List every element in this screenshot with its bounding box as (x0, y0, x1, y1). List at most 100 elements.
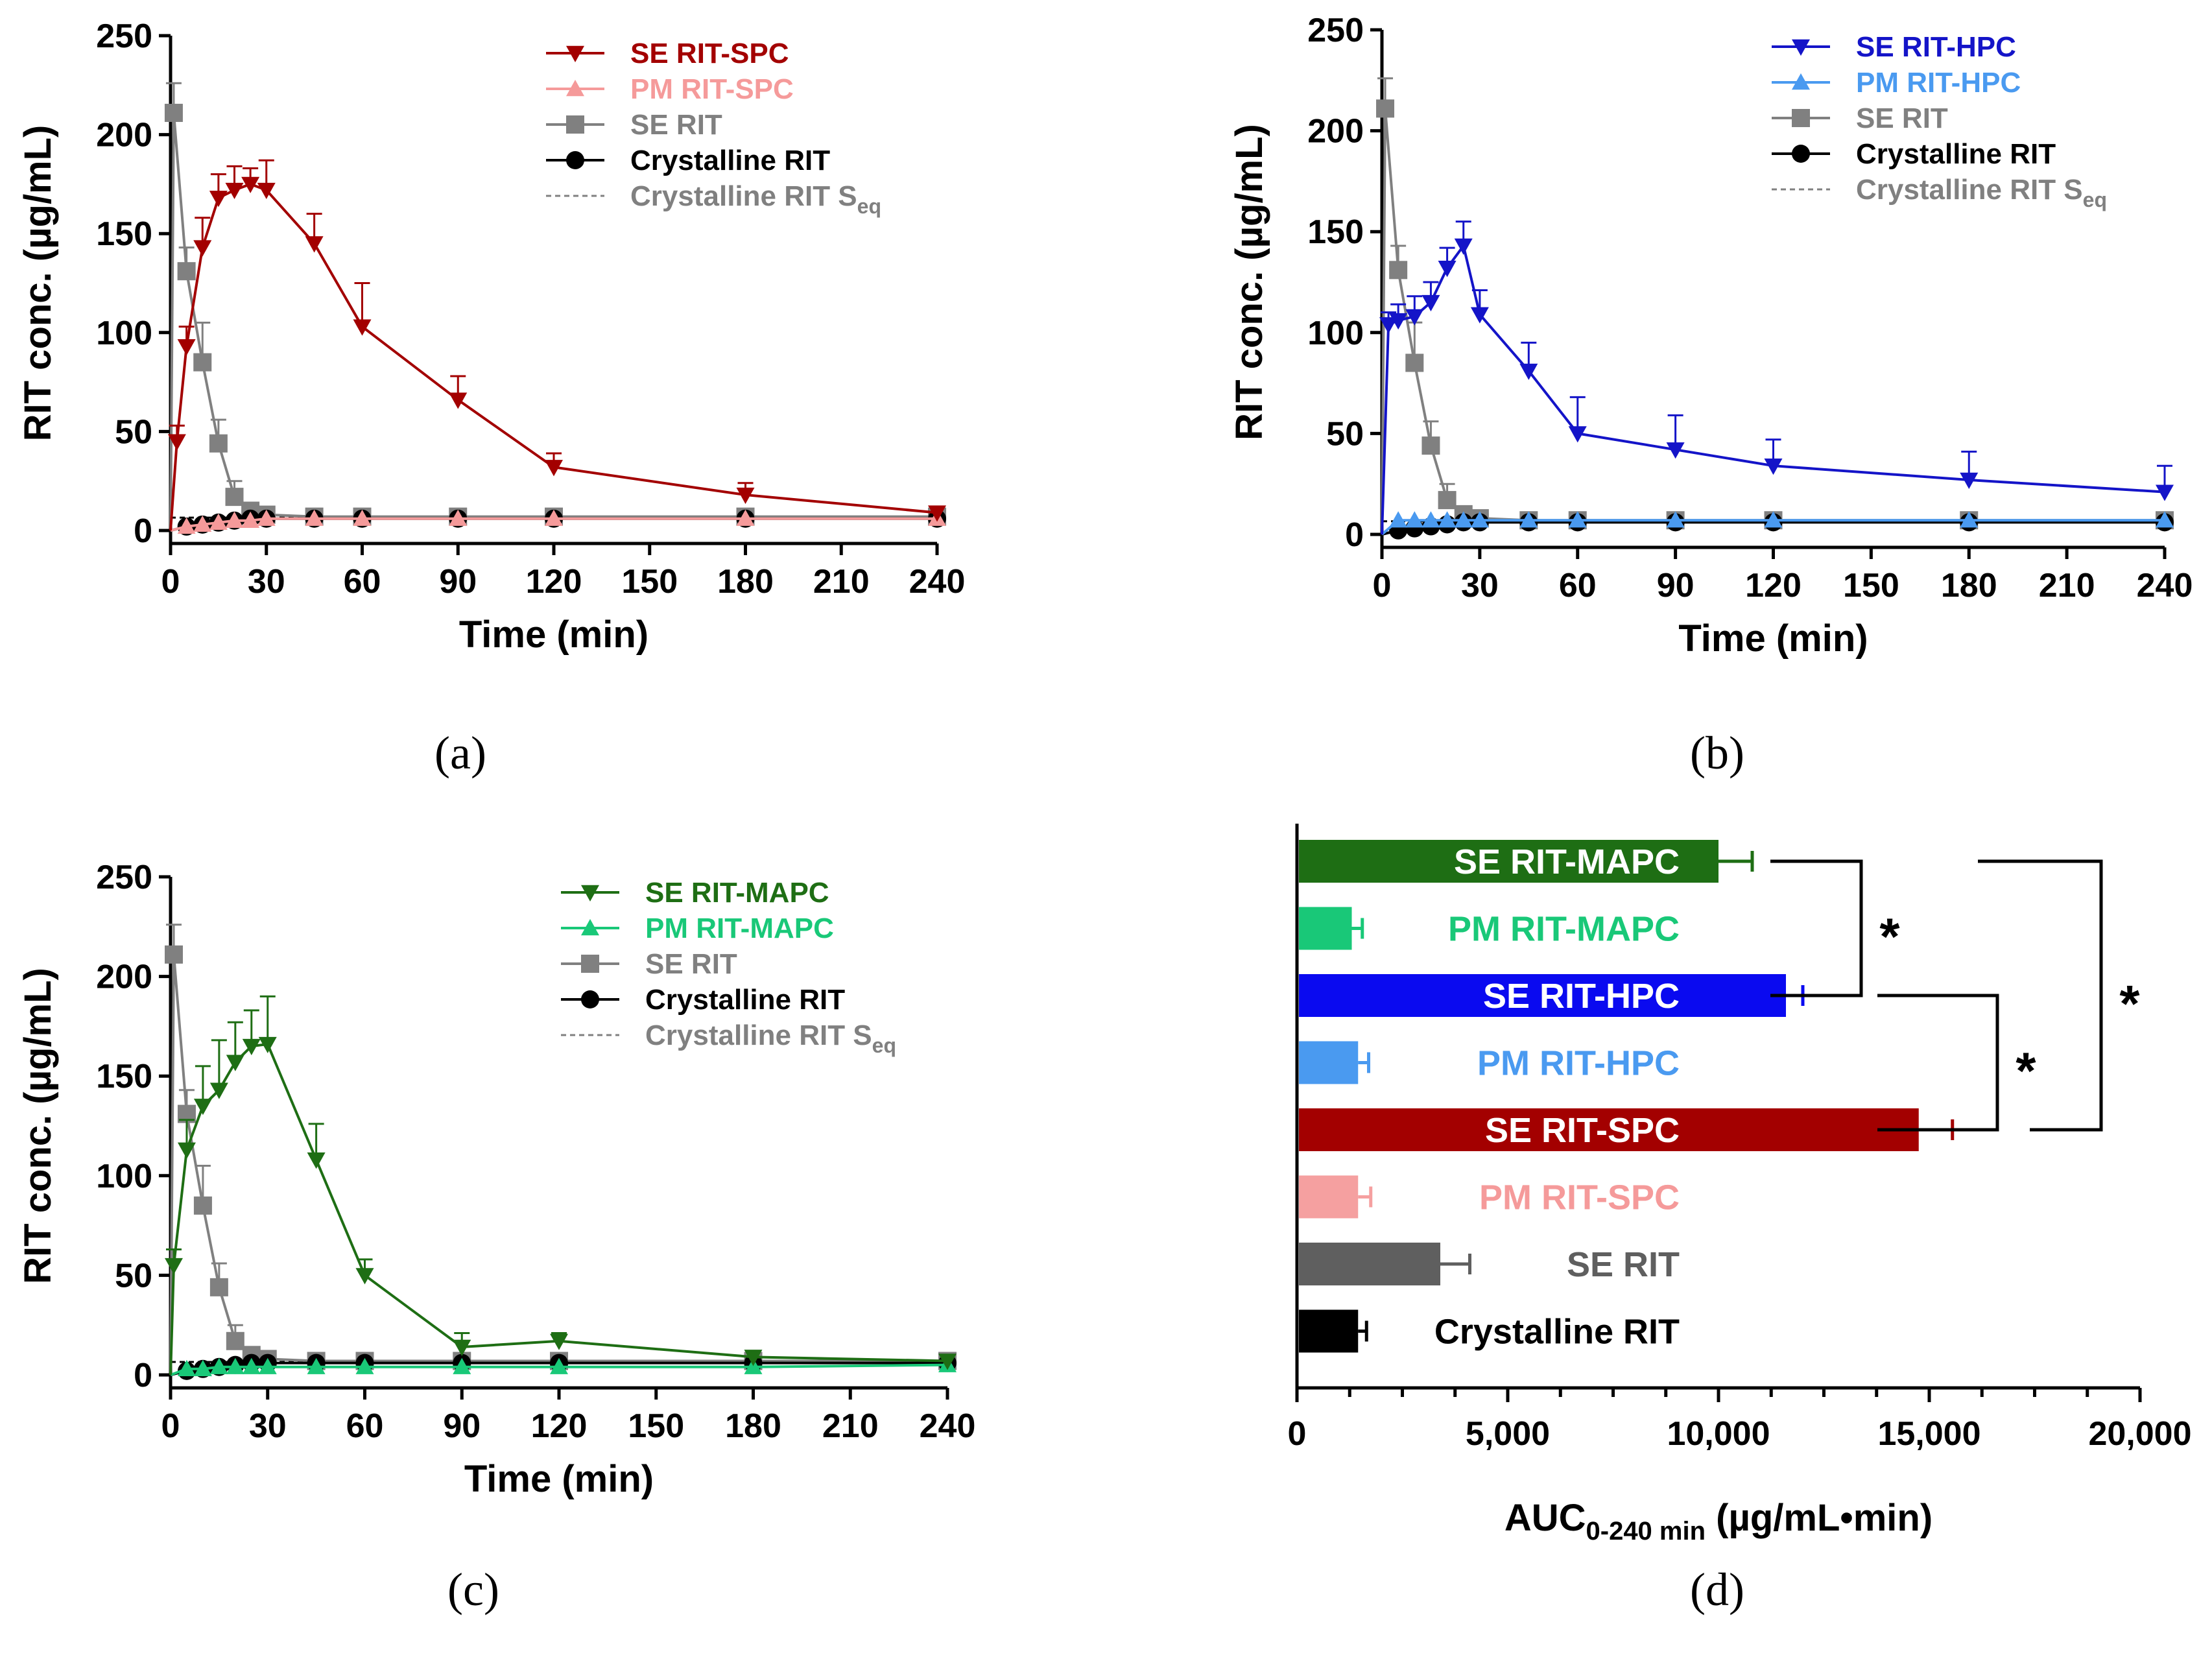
bar-label: SE RIT-SPC (1485, 1111, 1680, 1150)
x-axis-title: Time (min) (464, 1458, 654, 1500)
data-point (1764, 458, 1783, 475)
data-point (225, 488, 244, 507)
data-point (167, 434, 186, 451)
data-point (1438, 511, 1457, 528)
y-tick-label: 200 (1307, 113, 1364, 150)
legend-label: PM RIT-HPC (1856, 67, 2021, 99)
x-tick-label: 60 (344, 563, 381, 601)
y-tick-label: 250 (96, 18, 152, 55)
legend-marker (581, 990, 599, 1008)
series-line (169, 182, 938, 531)
x-tick-label: 240 (2137, 567, 2193, 604)
y-tick-label: 200 (96, 117, 152, 154)
data-point (193, 240, 212, 257)
data-point (1438, 491, 1457, 510)
bar-label: Crystalline RIT (1434, 1313, 1680, 1352)
bar (1299, 1309, 1359, 1353)
y-tick-label: 250 (1307, 12, 1364, 49)
data-point (209, 1357, 228, 1374)
panel-label-d: (d) (1690, 1564, 1744, 1616)
y-axis-title: RIT conc. (µg/mL) (17, 968, 59, 1284)
x-tick-label: 210 (822, 1407, 879, 1445)
data-point (1389, 261, 1408, 280)
x-tick-label: 150 (621, 563, 678, 601)
x-tick-label: 120 (1745, 567, 1802, 604)
data-point (241, 176, 260, 193)
data-point (736, 487, 755, 505)
data-point (1454, 511, 1473, 528)
data-point (928, 505, 946, 522)
significance-hpc-spc: * (1877, 994, 2036, 1132)
significance-bracket (1877, 994, 1999, 1132)
y-tick-label: 100 (96, 1158, 152, 1195)
x-tick-label: 0 (161, 563, 180, 601)
legend-label: Crystalline RIT Seq (645, 1020, 896, 1057)
series-line (169, 954, 947, 1376)
data-point (177, 1359, 196, 1376)
data-point (453, 1357, 471, 1374)
data-point (209, 191, 228, 208)
bar (1299, 1041, 1359, 1084)
data-point (736, 509, 755, 526)
x-tick-label: 180 (1941, 567, 1997, 604)
data-point (1454, 238, 1473, 255)
significance-bracket (1978, 859, 2103, 1132)
data-point (550, 1333, 568, 1350)
data-point (453, 1339, 471, 1356)
x-tick-label: 10,000 (1667, 1415, 1770, 1453)
y-axis-title: RIT conc. (µg/mL) (1228, 124, 1270, 440)
significance-mapc-hpc: * (1770, 859, 1900, 997)
data-point (449, 392, 468, 409)
legend-subscript: eq (2083, 188, 2107, 211)
data-point (744, 1350, 763, 1366)
legend-label: SE RIT-HPC (1856, 31, 2016, 63)
series-se-rit-mapc (164, 995, 957, 1376)
legend-label: Crystalline RIT Seq (1856, 174, 2107, 211)
x-tick-label: 90 (443, 1407, 481, 1445)
x-tick-label: 180 (725, 1407, 781, 1445)
data-point (209, 1278, 228, 1296)
x-tick-label: 60 (1559, 567, 1597, 604)
data-point (1421, 294, 1440, 312)
bar (1299, 1108, 1919, 1151)
data-point (164, 1258, 183, 1275)
x-tick-label: 15,000 (1877, 1415, 1980, 1453)
data-point (1960, 511, 1979, 528)
significance-star: * (2119, 975, 2140, 1032)
series-pm-rit-hpc (1381, 511, 2174, 536)
data-point (1405, 309, 1424, 326)
panel-label-c: (c) (447, 1564, 499, 1616)
data-point (1519, 363, 1538, 380)
panel-label-a: (a) (434, 727, 486, 779)
x-tick-label: 150 (1843, 567, 1899, 604)
series-pm-rit-spc (170, 509, 946, 534)
y-tick-label: 150 (96, 215, 152, 253)
data-point (355, 1268, 374, 1285)
significance-bracket (1770, 859, 1863, 997)
significance-star: * (1879, 908, 1900, 966)
series-pm-rit-mapc (170, 1355, 957, 1376)
data-point (305, 236, 324, 253)
x-tick-label: 120 (531, 1407, 588, 1445)
legend-label: Crystalline RIT Seq (630, 180, 881, 218)
data-point (226, 1331, 244, 1350)
y-tick-label: 100 (1307, 315, 1364, 352)
bar-se-rit-hpc: SE RIT-HPC (1299, 974, 1805, 1017)
bar (1299, 1175, 1359, 1219)
chart-d: 0 5,000 10,000 15,000 20,000 AUC0-240 min (µg… (1288, 824, 2192, 1545)
x-axis-title-subscript: 0-240 min (1586, 1517, 1706, 1545)
x-tick-label: 5,000 (1466, 1415, 1550, 1453)
panel-b: 0 50 100 150 200 250 0 30 60 90 120 150 180 210 240 Tim… (1200, 0, 2212, 713)
data-point (258, 1036, 277, 1054)
bar-label: PM RIT-MAPC (1448, 910, 1680, 949)
legend-label: Crystalline RIT (645, 984, 845, 1016)
data-point (1666, 511, 1685, 528)
x-tick-label: 240 (909, 563, 966, 601)
data-point (242, 1357, 261, 1374)
series-line (169, 1042, 948, 1376)
y-tick-label: 50 (1326, 415, 1364, 453)
chart-c: 0 50 100 150 200 250 0 30 60 90 120 150 180 210 240 Tim… (17, 859, 975, 1500)
data-point (307, 1357, 326, 1374)
x-tick-label: 0 (1373, 567, 1392, 604)
data-point (193, 1196, 212, 1215)
